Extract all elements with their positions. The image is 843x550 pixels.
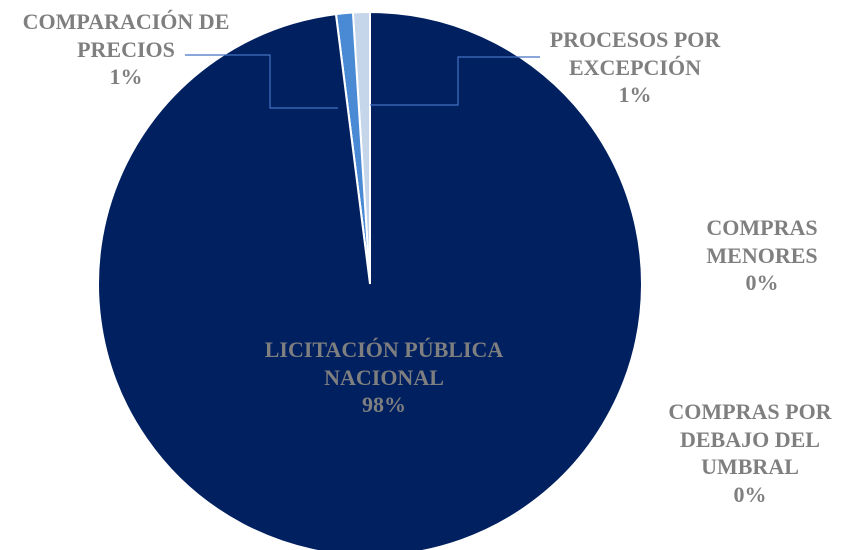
data-label: COMPARACIÓN DE PRECIOS 1% <box>1 8 251 91</box>
label-name: COMPRAS MENORES <box>706 215 818 268</box>
leader-line <box>370 56 540 106</box>
data-label: COMPRAS POR DEBAJO DEL UMBRAL 0% <box>660 398 840 508</box>
data-label: PROCESOS POR EXCEPCIÓN 1% <box>535 26 735 109</box>
label-value: 98% <box>362 392 406 417</box>
label-value: 0% <box>745 270 779 295</box>
data-label: COMPRAS MENORES 0% <box>692 214 832 297</box>
data-label: LICITACIÓN PÚBLICA NACIONAL 98% <box>239 336 529 419</box>
label-name: LICITACIÓN PÚBLICA NACIONAL <box>264 337 504 390</box>
label-value: 1% <box>618 82 652 107</box>
label-value: 0% <box>733 481 767 507</box>
label-name: PROCESOS POR EXCEPCIÓN <box>549 27 721 80</box>
leader-line <box>185 54 338 109</box>
label-name: COMPARACIÓN DE PRECIOS <box>22 9 230 62</box>
label-name: COMPRAS POR DEBAJO DEL UMBRAL <box>668 399 832 479</box>
label-value: 1% <box>109 64 143 89</box>
pie-slice <box>97 10 643 550</box>
